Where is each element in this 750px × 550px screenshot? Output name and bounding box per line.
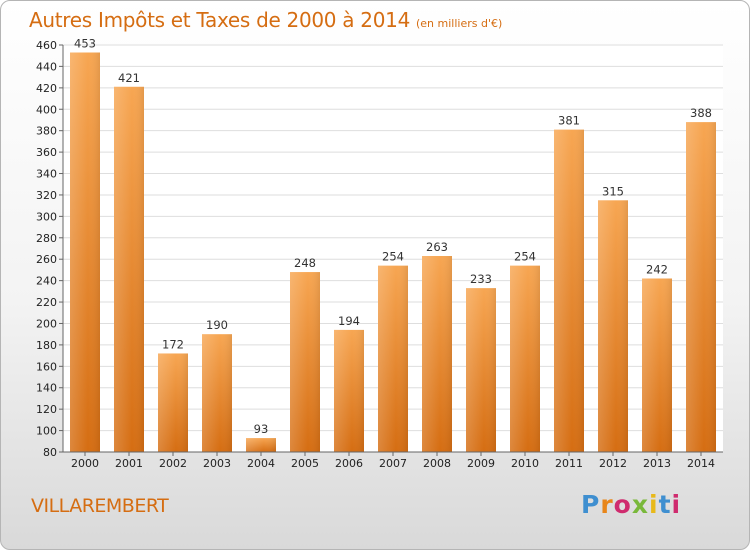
bar-value-label: 421 <box>118 71 140 85</box>
y-axis: 80 100 120 140 160 180 200 220 240 260 280 300 320 34… <box>36 39 64 459</box>
y-tick-label: 460 <box>36 39 57 52</box>
bar-shade <box>378 265 408 452</box>
x-axis: 2000 2001 2002 2003 2004 2005 2006 2007 2008 2009… <box>63 451 723 470</box>
bar-value-label: 190 <box>206 318 228 332</box>
y-tick-label: 340 <box>36 168 57 181</box>
y-tick-label: 140 <box>36 382 57 395</box>
bar-value-label: 254 <box>514 250 536 264</box>
chart-title-text: Autres Impôts et Taxes de 2000 à 2014 <box>29 8 410 32</box>
bar-shade <box>334 329 364 452</box>
bar-value-label: 248 <box>294 256 316 270</box>
logo-letter: i <box>671 490 682 519</box>
bar-value-label: 263 <box>426 240 448 254</box>
y-tick-label: 280 <box>36 232 57 245</box>
y-tick-label: 360 <box>36 146 57 159</box>
bar-shade <box>642 278 672 452</box>
x-tick-label: 2005 <box>291 457 319 470</box>
x-tick-label: 2009 <box>467 457 495 470</box>
chart-title: Autres Impôts et Taxes de 2000 à 2014 (en… <box>29 8 502 32</box>
logo-letter: P <box>581 490 601 519</box>
bar-shade <box>598 200 628 452</box>
x-tick-label: 2000 <box>71 457 99 470</box>
y-tick-label: 200 <box>36 317 57 330</box>
bar-shade <box>246 438 276 452</box>
bar-value-label: 381 <box>558 114 580 128</box>
logo-letter: x <box>631 490 649 519</box>
logo-letter: t <box>658 490 672 519</box>
x-tick-label: 2013 <box>643 457 671 470</box>
logo-letter: r <box>600 490 614 519</box>
commune-name: VILLAREMBERT <box>31 495 169 517</box>
x-tick-label: 2010 <box>511 457 539 470</box>
logo-letter: i <box>649 490 659 519</box>
bar-value-label: 388 <box>690 106 712 120</box>
bar-shade <box>510 265 540 452</box>
bar-value-label: 254 <box>382 250 404 264</box>
y-tick-label: 240 <box>36 275 57 288</box>
y-tick-label: 120 <box>36 403 57 416</box>
x-tick-label: 2003 <box>203 457 231 470</box>
y-tick-label: 220 <box>36 296 57 309</box>
bar-shade <box>422 255 452 452</box>
bar-shade <box>158 353 188 452</box>
bar-value-label: 242 <box>646 262 668 276</box>
bar-shade <box>466 288 496 452</box>
bar-shade <box>554 129 584 452</box>
bar-value-label: 233 <box>470 272 492 286</box>
x-tick-label: 2011 <box>555 457 583 470</box>
x-tick-label: 2001 <box>115 457 143 470</box>
bar-shade <box>114 86 144 452</box>
chart-unit: (en milliers d'€) <box>416 17 503 30</box>
x-tick-label: 2007 <box>379 457 407 470</box>
bar-value-label: 315 <box>602 184 624 198</box>
y-tick-label: 160 <box>36 360 57 373</box>
x-tick-label: 2004 <box>247 457 275 470</box>
y-tick-label: 440 <box>36 60 57 73</box>
proxiti-logo[interactable]: Proxiti <box>581 490 681 519</box>
y-tick-label: 80 <box>43 446 57 459</box>
bar-shade <box>70 52 100 452</box>
bars: 453 421 172 190 93 248 194 254 263 233 254 381 315 24… <box>70 36 716 453</box>
y-tick-label: 300 <box>36 210 57 223</box>
y-tick-label: 260 <box>36 253 57 266</box>
y-tick-label: 380 <box>36 125 57 138</box>
x-tick-label: 2002 <box>159 457 187 470</box>
bar-shade <box>686 122 716 453</box>
bar-shade <box>202 334 232 452</box>
bar-value-label: 194 <box>338 314 360 328</box>
x-tick-label: 2012 <box>599 457 627 470</box>
bar-value-label: 172 <box>162 337 184 351</box>
y-tick-label: 400 <box>36 103 57 116</box>
y-tick-label: 180 <box>36 339 57 352</box>
y-tick-label: 320 <box>36 189 57 202</box>
bar-value-label: 93 <box>254 422 269 436</box>
bar-shade <box>290 272 320 452</box>
x-tick-label: 2014 <box>687 457 715 470</box>
x-tick-label: 2006 <box>335 457 363 470</box>
bar-value-label: 453 <box>74 36 96 50</box>
x-tick-label: 2008 <box>423 457 451 470</box>
y-tick-label: 420 <box>36 82 57 95</box>
y-tick-label: 100 <box>36 425 57 438</box>
logo-letter: o <box>613 490 632 519</box>
